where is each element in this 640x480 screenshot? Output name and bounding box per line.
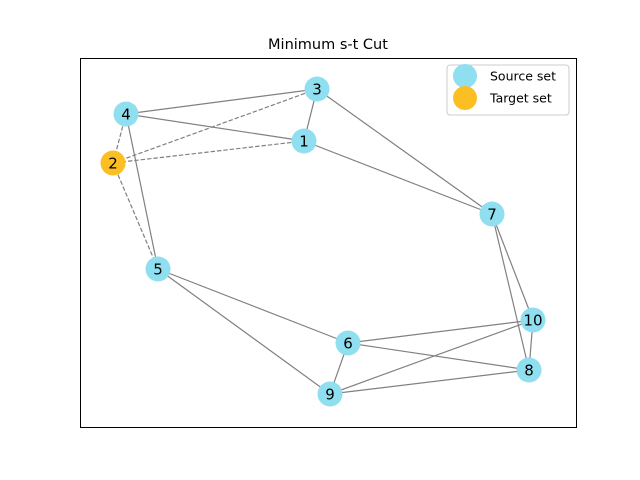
edge-7-8	[491, 213, 530, 371]
edge-7-10	[491, 213, 534, 321]
legend-target-marker	[453, 86, 477, 110]
edges-layer	[112, 88, 534, 395]
node-label-1: 1	[299, 133, 309, 151]
chart-title: Minimum s-t Cut	[268, 37, 388, 53]
node-label-4: 4	[121, 106, 131, 124]
legend-source-marker	[453, 64, 477, 88]
edge-6-8	[347, 342, 530, 371]
nodes-layer: 1 2 3 4 5 6 7 8 9 10	[100, 76, 546, 407]
node-10	[520, 307, 546, 333]
node-1	[291, 128, 317, 154]
node-label-6: 6	[343, 335, 353, 353]
edge-9-10	[329, 319, 534, 395]
edge-5-9	[157, 268, 331, 395]
node-label-9: 9	[325, 386, 335, 404]
node-label-7: 7	[487, 206, 497, 224]
node-4	[113, 101, 139, 127]
cut-edge-3-2	[112, 88, 318, 164]
node-label-3: 3	[312, 81, 322, 99]
node-label-8: 8	[524, 362, 534, 380]
edge-4-1	[125, 113, 305, 142]
node-label-5: 5	[153, 261, 163, 279]
legend-target-label: Target set	[489, 91, 552, 106]
legend-source-label: Source set	[490, 69, 556, 84]
legend: Source set Target set	[446, 64, 570, 116]
node-label-2: 2	[108, 155, 118, 173]
edge-5-6	[157, 268, 349, 344]
edge-4-5	[125, 113, 159, 270]
node-3	[304, 76, 330, 102]
node-5	[145, 256, 171, 282]
node-9	[317, 381, 343, 407]
edge-1-7	[303, 140, 493, 215]
node-7	[479, 201, 505, 227]
edge-9-8	[329, 369, 530, 395]
edge-4-3	[125, 88, 318, 115]
node-6	[335, 330, 361, 356]
node-label-10: 10	[523, 312, 542, 330]
legend-box	[446, 64, 570, 116]
edge-3-7	[316, 88, 493, 215]
cut-edge-1-2	[112, 140, 305, 164]
edge-6-10	[347, 319, 534, 344]
node-8	[516, 357, 542, 383]
axes-frame	[80, 58, 577, 428]
node-2	[100, 150, 126, 176]
